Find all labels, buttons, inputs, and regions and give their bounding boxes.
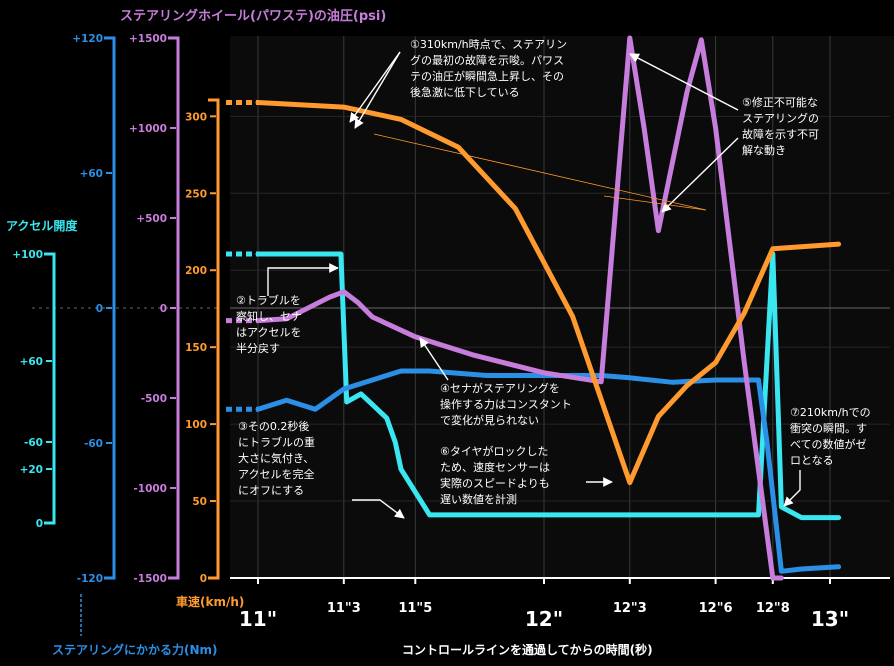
leader-5a	[629, 53, 739, 111]
annotation-line: べての数値がゼ	[790, 437, 867, 451]
speed-tick-label: 0	[200, 573, 207, 585]
annotation-line: 故障を示す不可	[742, 127, 819, 141]
leader-2	[267, 263, 339, 296]
annotation-line: 衝突の瞬間。す	[790, 421, 867, 435]
x-tick-label: 12"3	[613, 601, 647, 616]
leader-1a	[349, 51, 401, 123]
x-tick-label: 11"3	[327, 601, 361, 616]
x-tick-label: 13"	[811, 607, 849, 631]
leader-5-thin-b	[603, 195, 707, 211]
torque-axis-title: ステアリングにかかる力(Nm)	[52, 642, 218, 657]
annotation-line: グの最初の故障を示唆。パワス	[410, 53, 564, 67]
throttle-tick-label: +60	[20, 356, 43, 368]
speed-tick-label: 50	[192, 496, 207, 508]
annotation-line: アクセルを完全	[238, 467, 314, 481]
power_steering-series-line	[255, 35, 784, 581]
annotation-2: ②トラブルを察知し、セナはアクセルを半分戻す	[236, 293, 302, 355]
annotation-line: 実際のスピードよりも	[440, 476, 550, 490]
power_steering-tick-label: +1000	[129, 123, 167, 135]
speed-tick-label: 300	[185, 111, 207, 123]
throttle-axis-line	[44, 252, 56, 525]
pressure-axis-title: ステアリングホイール(パワステ)の油圧(psi)	[120, 8, 386, 24]
series-layer	[226, 35, 842, 581]
throttle-axis-title: アクセル開度	[6, 218, 78, 233]
leader-3	[352, 499, 405, 519]
annotation-line: ①310km/h時点で、ステアリン	[410, 38, 567, 51]
annotation-line: はアクセルを	[236, 326, 301, 339]
throttle-tick-label: 0	[36, 518, 43, 530]
annotation-7: ⑦210km/hでの衝突の瞬間。すべての数値がゼロとなる	[790, 406, 871, 467]
power_steering-tick-label: 0	[160, 303, 167, 315]
throttle-series-line	[255, 251, 842, 521]
annotation-line: 半分戻す	[236, 341, 280, 355]
annotation-line: 大さに気付き、	[238, 451, 314, 465]
annotation-line: 後急激に低下している	[410, 85, 520, 99]
annotation-line: にオフにする	[238, 484, 304, 497]
throttle-tick-label: +100	[12, 249, 43, 261]
annotation-line: ため、速度センサーは	[440, 460, 550, 474]
annotation-1: ①310km/h時点で、ステアリングの最初の故障を示唆。パワステの油圧が瞬間急上…	[410, 38, 567, 99]
speed-tick-label: 250	[185, 188, 207, 200]
speed-series-line	[255, 100, 842, 486]
leader-7	[783, 470, 801, 507]
annotation-line: テの油圧が瞬間急上昇し、その	[410, 69, 564, 83]
throttle-tick-label: -60	[24, 437, 43, 449]
power_steering-tick-label: +500	[136, 213, 167, 225]
speed-tick-label: 150	[185, 342, 207, 354]
annotation-line: 操作する力はコンスタント	[440, 397, 572, 411]
annotation-4: ④セナがステアリングを操作する力はコンスタントで変化が見られない	[440, 381, 572, 427]
steering_torque-tick-label: -60	[84, 438, 103, 450]
leader-5-thin-a	[373, 133, 707, 211]
leader-4	[419, 337, 449, 381]
leader-5b	[661, 137, 739, 213]
annotation-line: ステアリングの	[742, 111, 819, 125]
leader-1b	[354, 51, 401, 129]
annotation-line: 遅い数値を計測	[440, 492, 517, 506]
x-tick-label: 11"	[239, 607, 277, 631]
annotation-line: ロとなる	[790, 454, 834, 467]
annotation-line: ⑦210km/hでの	[790, 406, 871, 419]
steering_torque-tick-label: -120	[77, 573, 103, 585]
throttle-tick-label: +20	[20, 464, 43, 476]
speed-axis-line	[208, 98, 220, 580]
power_steering-tick-label: -1500	[133, 573, 167, 585]
annotation-line: 解な動き	[742, 143, 786, 157]
power_steering-tick-label: +1500	[129, 33, 167, 45]
annotation-line: にトラブルの重	[238, 435, 315, 449]
annotation-line: ③その0.2秒後	[238, 419, 309, 433]
steering_torque-tick-label: 0	[96, 303, 103, 315]
x-tick-label: 12"	[525, 607, 563, 631]
steering_torque-tick-label: +120	[72, 33, 103, 45]
power_steering-tick-label: -500	[141, 393, 167, 405]
speed-tick-label: 200	[185, 265, 207, 277]
speed-tick-label: 100	[185, 419, 207, 431]
annotation-6: ⑥タイヤがロックしたため、速度センサーは実際のスピードよりも遅い数値を計測	[440, 444, 550, 506]
annotation-line: で変化が見られない	[440, 413, 539, 427]
steering_torque-tick-label: +60	[80, 168, 103, 180]
x-tick-label: 11"5	[398, 601, 432, 616]
x-axis-title: コントロールラインを通過してからの時間(秒)	[402, 642, 653, 657]
annotation-line: ②トラブルを	[236, 293, 301, 307]
speed-axis-title: 車速(km/h)	[176, 594, 244, 609]
annotation-line: ⑥タイヤがロックした	[440, 444, 549, 458]
power_steering-tick-label: -1000	[133, 483, 167, 495]
x-tick-label: 12"8	[756, 601, 790, 616]
annotation-line: ⑤修正不可能な	[742, 95, 818, 109]
annotation-line: ④セナがステアリングを	[440, 381, 560, 395]
annotation-leaders	[267, 51, 801, 519]
annotation-line: 察知し、セナ	[236, 309, 302, 323]
annotations: ①310km/h時点で、ステアリングの最初の故障を示唆。パワステの油圧が瞬間急上…	[236, 38, 871, 506]
axis-ticks: 11" 11"3 11"5 12" 12"3 12"6 12"8 13" 0 50 100 150 20…	[12, 33, 890, 631]
annotation-3: ③その0.2秒後にトラブルの重大さに気付き、アクセルを完全にオフにする	[238, 419, 315, 497]
x-tick-label: 12"6	[699, 601, 733, 616]
annotation-5: ⑤修正不可能なステアリングの故障を示す不可解な動き	[742, 95, 819, 157]
